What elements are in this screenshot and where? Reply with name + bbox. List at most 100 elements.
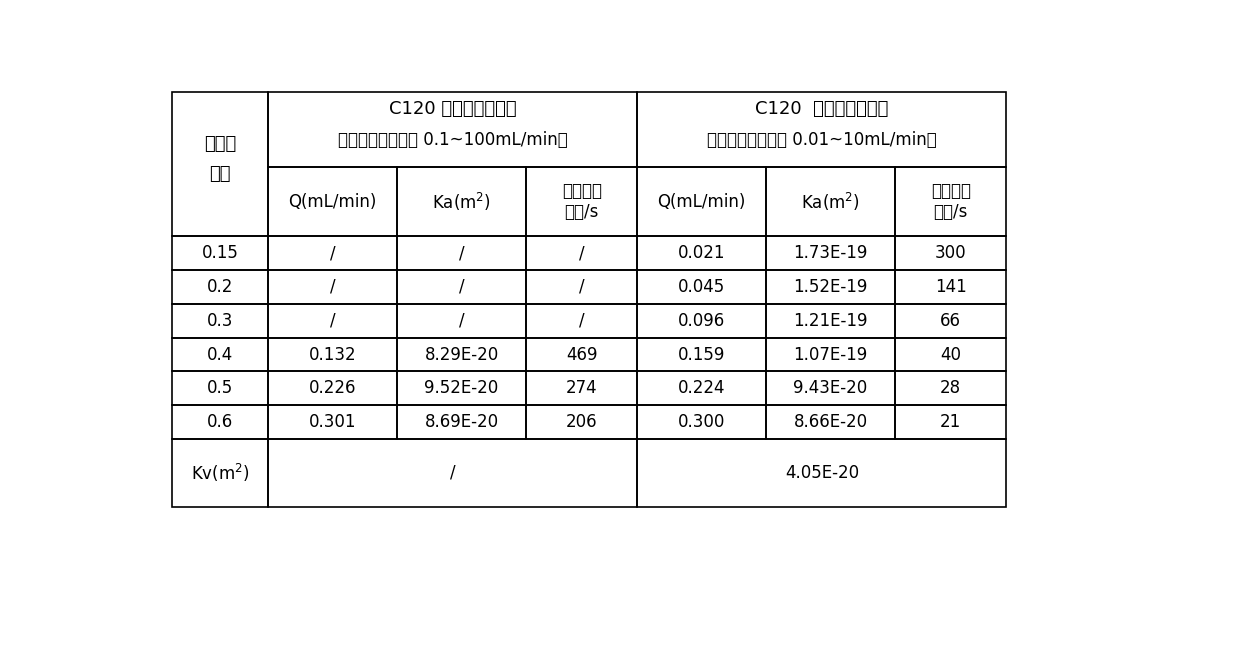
Bar: [637, 405, 766, 439]
Text: 0.021: 0.021: [678, 244, 725, 263]
Text: 8.69E-20: 8.69E-20: [424, 413, 498, 431]
Bar: [268, 337, 397, 372]
Text: /: /: [579, 312, 584, 330]
Bar: [268, 236, 397, 270]
Text: 0.5: 0.5: [207, 379, 233, 397]
Text: 0.159: 0.159: [678, 346, 725, 364]
Text: 单次测试: 单次测试: [562, 182, 601, 200]
Text: Q(mL/min): Q(mL/min): [289, 193, 377, 210]
Text: 0.096: 0.096: [678, 312, 725, 330]
Text: 141: 141: [935, 278, 967, 296]
Bar: [397, 372, 526, 405]
Bar: [397, 337, 526, 372]
Text: 206: 206: [565, 413, 598, 431]
Text: /: /: [459, 312, 464, 330]
Bar: [268, 439, 637, 507]
Text: 21: 21: [940, 413, 961, 431]
Bar: [637, 337, 766, 372]
Bar: [397, 304, 526, 337]
Text: 0.300: 0.300: [678, 413, 725, 431]
Bar: [172, 270, 268, 304]
Bar: [397, 405, 526, 439]
Text: （皂膜流量计量程 0.1~100mL/min）: （皂膜流量计量程 0.1~100mL/min）: [339, 132, 568, 150]
Text: （皂膜流量计量程 0.01~10mL/min）: （皂膜流量计量程 0.01~10mL/min）: [707, 132, 936, 150]
Text: 1.73E-19: 1.73E-19: [794, 244, 868, 263]
Text: 0.4: 0.4: [207, 346, 233, 364]
Bar: [172, 304, 268, 337]
Bar: [766, 236, 895, 270]
Text: 0.045: 0.045: [678, 278, 725, 296]
Bar: [895, 167, 1007, 236]
Bar: [172, 439, 268, 507]
Text: 1.07E-19: 1.07E-19: [794, 346, 868, 364]
Bar: [172, 405, 268, 439]
Text: 8.66E-20: 8.66E-20: [794, 413, 868, 431]
Text: 进气嘴: 进气嘴: [205, 135, 237, 154]
Text: /: /: [330, 278, 336, 296]
Text: Ka(m$^2$): Ka(m$^2$): [801, 190, 861, 213]
Bar: [268, 372, 397, 405]
Text: /: /: [579, 244, 584, 263]
Text: /: /: [330, 244, 336, 263]
Bar: [526, 236, 637, 270]
Bar: [766, 405, 895, 439]
Text: 时间/s: 时间/s: [564, 203, 599, 221]
Text: 0.301: 0.301: [309, 413, 357, 431]
Bar: [766, 337, 895, 372]
Text: 28: 28: [940, 379, 961, 397]
Text: 0.6: 0.6: [207, 413, 233, 431]
Bar: [895, 236, 1007, 270]
Bar: [172, 236, 268, 270]
Text: /: /: [459, 278, 464, 296]
Text: 单次测试: 单次测试: [931, 182, 971, 200]
Bar: [766, 304, 895, 337]
Bar: [637, 270, 766, 304]
Bar: [637, 92, 1007, 167]
Bar: [397, 270, 526, 304]
Bar: [172, 337, 268, 372]
Text: C120 超高性能混凝土: C120 超高性能混凝土: [389, 100, 517, 117]
Text: 0.3: 0.3: [207, 312, 233, 330]
Text: 时间/s: 时间/s: [934, 203, 968, 221]
Bar: [526, 167, 637, 236]
Bar: [526, 337, 637, 372]
Text: Ka(m$^2$): Ka(m$^2$): [432, 190, 491, 213]
Bar: [397, 236, 526, 270]
Bar: [637, 304, 766, 337]
Text: 66: 66: [940, 312, 961, 330]
Text: 1.52E-19: 1.52E-19: [794, 278, 868, 296]
Bar: [172, 92, 268, 236]
Bar: [637, 372, 766, 405]
Text: 0.2: 0.2: [207, 278, 233, 296]
Text: 274: 274: [565, 379, 598, 397]
Text: /: /: [450, 464, 456, 482]
Text: 1.21E-19: 1.21E-19: [794, 312, 868, 330]
Bar: [766, 372, 895, 405]
Text: 9.52E-20: 9.52E-20: [424, 379, 498, 397]
Text: Q(mL/min): Q(mL/min): [657, 193, 746, 210]
Bar: [268, 304, 397, 337]
Text: /: /: [459, 244, 464, 263]
Text: 300: 300: [935, 244, 966, 263]
Bar: [268, 92, 637, 167]
Bar: [637, 236, 766, 270]
Text: 9.43E-20: 9.43E-20: [794, 379, 868, 397]
Text: 4.05E-20: 4.05E-20: [785, 464, 859, 482]
Bar: [268, 270, 397, 304]
Bar: [895, 304, 1007, 337]
Bar: [766, 167, 895, 236]
Text: 0.132: 0.132: [309, 346, 357, 364]
Bar: [268, 167, 397, 236]
Bar: [637, 167, 766, 236]
Bar: [637, 439, 1007, 507]
Bar: [526, 405, 637, 439]
Bar: [895, 405, 1007, 439]
Bar: [895, 337, 1007, 372]
Text: 0.224: 0.224: [678, 379, 725, 397]
Text: 40: 40: [940, 346, 961, 364]
Bar: [895, 372, 1007, 405]
Bar: [172, 372, 268, 405]
Bar: [397, 167, 526, 236]
Text: /: /: [330, 312, 336, 330]
Text: 0.15: 0.15: [202, 244, 239, 263]
